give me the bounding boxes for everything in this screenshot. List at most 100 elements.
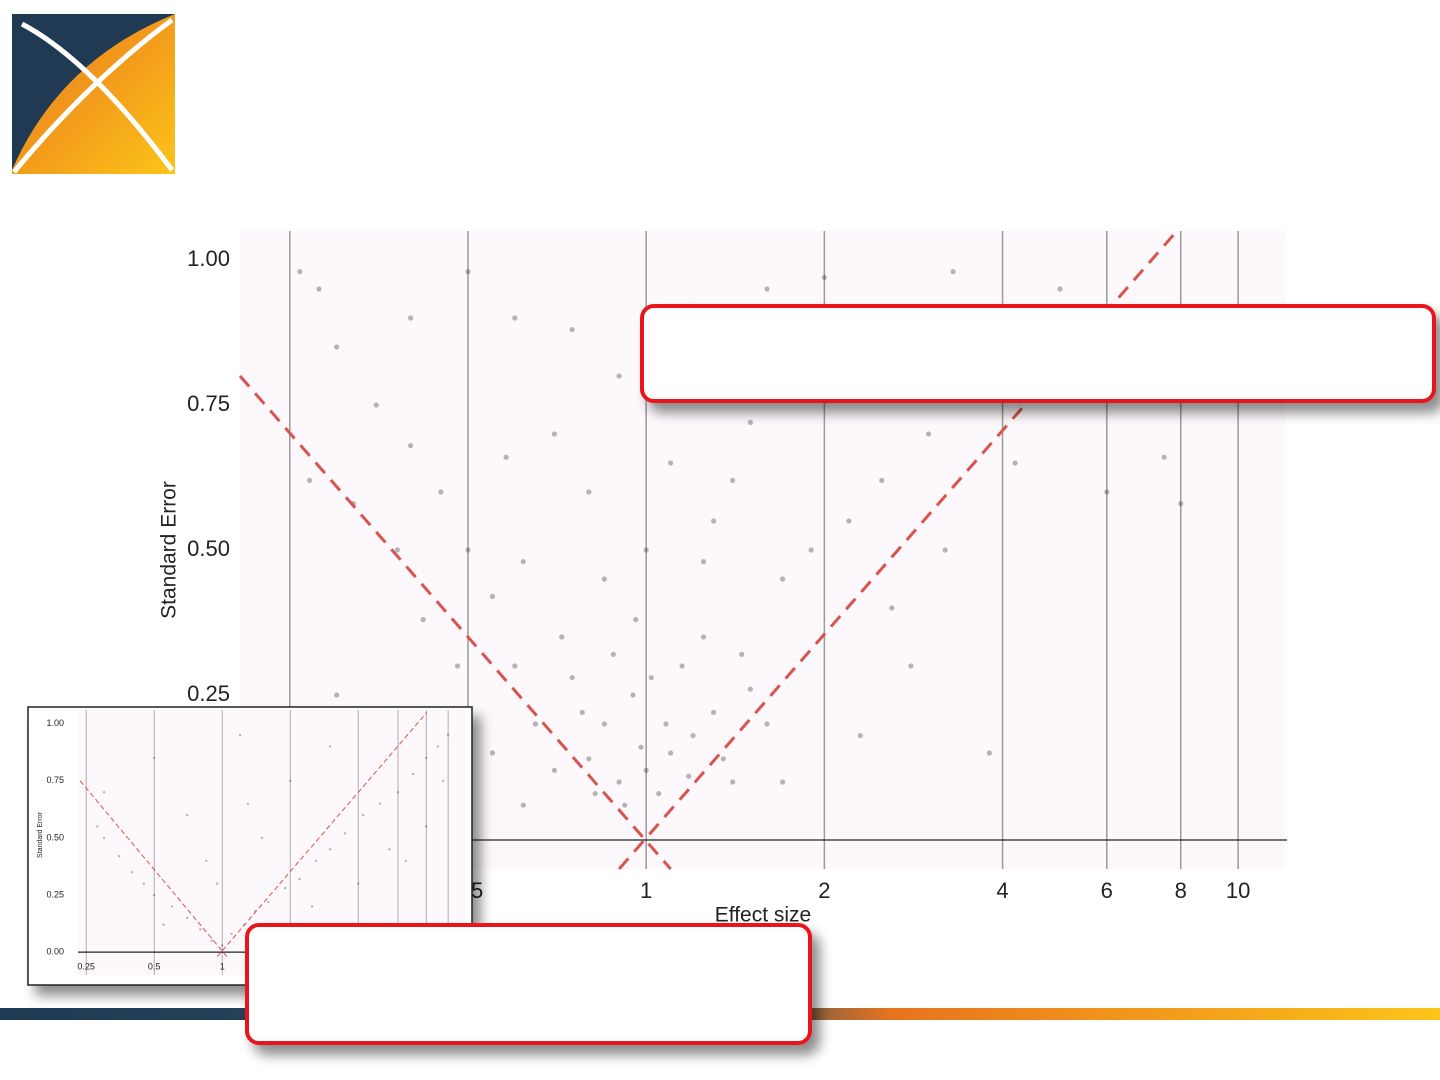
data-point	[489, 593, 496, 600]
data-point	[857, 733, 863, 739]
data-point	[260, 836, 264, 840]
data-point	[210, 939, 214, 942]
callout-box	[640, 304, 1436, 403]
y-tick-label: 1.00	[46, 718, 64, 728]
data-point	[310, 905, 314, 908]
data-point	[633, 617, 639, 623]
data-point	[559, 634, 565, 640]
x-tick-label: 6	[1101, 878, 1113, 903]
data-point	[357, 882, 360, 885]
data-point	[170, 905, 174, 908]
data-point	[942, 547, 948, 553]
data-point	[686, 773, 692, 779]
y-tick-label: 0.75	[187, 391, 230, 416]
data-point	[289, 779, 292, 783]
data-point	[102, 836, 106, 840]
data-point	[643, 767, 649, 774]
data-point	[690, 733, 696, 739]
data-point	[328, 848, 332, 851]
data-point	[648, 675, 654, 681]
data-point	[96, 825, 99, 828]
funnel-line	[617, 231, 1178, 870]
data-point	[230, 932, 233, 936]
data-point	[394, 547, 401, 553]
data-point	[622, 802, 628, 808]
data-point	[298, 877, 301, 881]
logo	[12, 14, 175, 174]
data-point	[220, 944, 224, 947]
data-point	[569, 675, 575, 681]
y-tick-label: 0.25	[46, 889, 64, 899]
data-point	[512, 315, 518, 321]
data-point	[579, 709, 585, 716]
data-point	[489, 750, 496, 756]
data-point	[986, 750, 992, 756]
x-axis-label: Effect size	[715, 904, 812, 927]
data-point	[569, 327, 575, 333]
data-point	[199, 928, 202, 931]
data-point	[334, 344, 340, 350]
data-point	[152, 893, 156, 897]
data-point	[361, 813, 365, 817]
data-point	[1161, 454, 1167, 460]
data-point	[316, 286, 322, 292]
data-point	[162, 923, 165, 926]
data-point	[152, 756, 156, 760]
data-point	[520, 802, 526, 808]
data-point	[1057, 286, 1063, 292]
data-point	[454, 663, 461, 669]
data-point	[779, 779, 786, 785]
data-point	[334, 692, 340, 698]
data-point	[425, 825, 428, 828]
funnel-line	[216, 711, 428, 958]
y-tick-label: 1.00	[187, 246, 230, 271]
data-point	[388, 848, 391, 851]
data-point	[764, 721, 770, 727]
funnel-line	[238, 375, 672, 870]
y-tick-label: 0.50	[187, 536, 230, 561]
x-tick-label: 0.25	[77, 961, 95, 971]
data-point	[142, 882, 146, 885]
data-point	[730, 779, 736, 785]
x-tick-label: 8	[1175, 878, 1187, 903]
data-point	[328, 745, 332, 748]
data-point	[926, 431, 932, 437]
data-point	[117, 855, 121, 858]
data-point	[846, 518, 852, 524]
data-point	[246, 802, 250, 805]
data-point	[679, 663, 685, 669]
data-point	[630, 692, 636, 698]
data-point	[1178, 501, 1184, 507]
data-point	[656, 791, 662, 797]
data-point	[420, 617, 426, 623]
data-point	[205, 859, 208, 862]
data-point	[373, 402, 379, 408]
data-point	[306, 477, 313, 483]
data-point	[616, 779, 622, 785]
data-point	[638, 744, 644, 750]
data-point	[520, 559, 526, 565]
data-point	[446, 733, 450, 737]
x-tick-label: 10	[1226, 878, 1250, 903]
data-point	[297, 269, 303, 275]
data-point	[879, 477, 885, 483]
callout-box	[245, 923, 812, 1045]
y-tick-label: 0.00	[46, 947, 64, 957]
x-tick-label: 4	[996, 878, 1008, 903]
data-point	[610, 651, 616, 658]
data-point	[407, 443, 414, 449]
data-point	[764, 286, 770, 292]
data-point	[551, 767, 558, 774]
x-tick-label: 1	[220, 961, 225, 971]
funnel-line	[79, 780, 228, 958]
data-point	[436, 745, 439, 748]
data-point	[668, 750, 674, 756]
data-point	[908, 663, 914, 669]
data-point	[601, 576, 607, 582]
data-point	[314, 859, 318, 862]
data-point	[407, 315, 414, 321]
data-point	[747, 419, 754, 425]
data-point	[821, 274, 827, 280]
data-point	[616, 373, 622, 379]
